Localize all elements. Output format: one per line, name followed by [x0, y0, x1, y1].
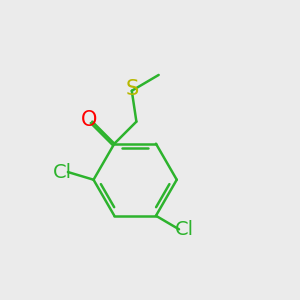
Text: O: O	[81, 110, 98, 130]
Text: Cl: Cl	[53, 163, 72, 182]
Text: Cl: Cl	[175, 220, 194, 239]
Text: S: S	[125, 79, 138, 99]
